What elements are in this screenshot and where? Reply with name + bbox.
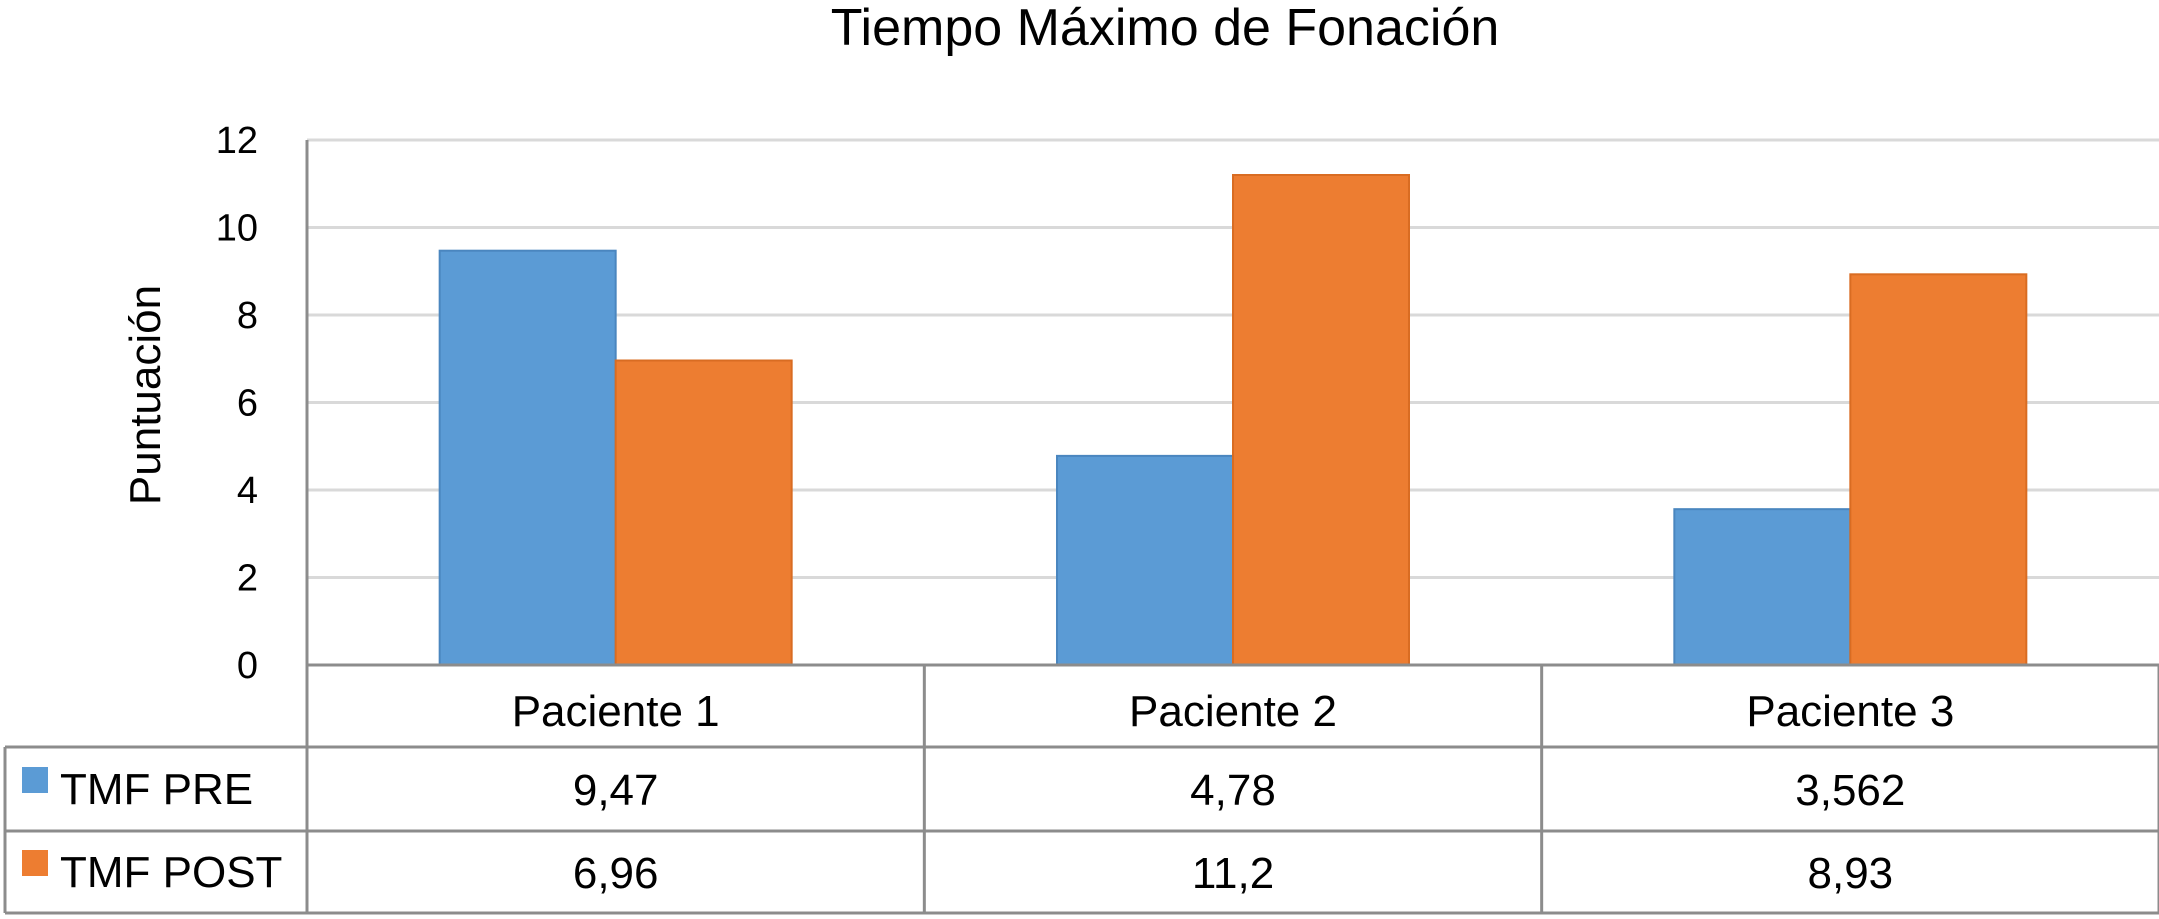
bar-tmf-post xyxy=(614,359,793,666)
data-table: Paciente 1 Paciente 2 Paciente 3 TMF PRE 9,4… xyxy=(3,140,2159,915)
bars xyxy=(438,174,2028,666)
y-tick-label: 4 xyxy=(237,470,258,512)
bar-tmf-post xyxy=(1232,174,1410,666)
bar-tmf-pre xyxy=(438,249,617,666)
category-label: Paciente 2 xyxy=(1129,687,1337,736)
y-tick-label: 8 xyxy=(237,295,258,337)
y-tick-label: 6 xyxy=(237,383,258,425)
bar-tmf-post xyxy=(1849,273,2028,666)
y-tick-label: 10 xyxy=(216,208,258,250)
data-label: 4,78 xyxy=(1190,766,1276,815)
bar-tmf-pre xyxy=(1056,454,1234,666)
y-axis-label: Puntuación xyxy=(121,285,170,505)
legend-label: TMF PRE xyxy=(60,765,253,814)
y-tick-label: 0 xyxy=(237,645,258,687)
category-label: Paciente 1 xyxy=(512,687,720,736)
legend-swatch xyxy=(22,850,48,876)
y-tick-labels: 0 2 4 6 8 10 12 xyxy=(216,120,258,687)
legend-swatch xyxy=(22,767,48,793)
legend-label: TMF POST xyxy=(60,848,282,897)
category-label: Paciente 3 xyxy=(1746,687,1954,736)
data-label: 3,562 xyxy=(1795,766,1905,815)
chart-title: Tiempo Máximo de Fonación xyxy=(831,0,1500,57)
y-tick-label: 12 xyxy=(216,120,258,162)
data-label: 8,93 xyxy=(1808,849,1894,898)
data-label: 6,96 xyxy=(573,849,659,898)
y-tick-label: 2 xyxy=(237,558,258,600)
bar-tmf-pre xyxy=(1673,508,1852,666)
data-label: 9,47 xyxy=(573,766,659,815)
data-label: 11,2 xyxy=(1192,849,1274,898)
